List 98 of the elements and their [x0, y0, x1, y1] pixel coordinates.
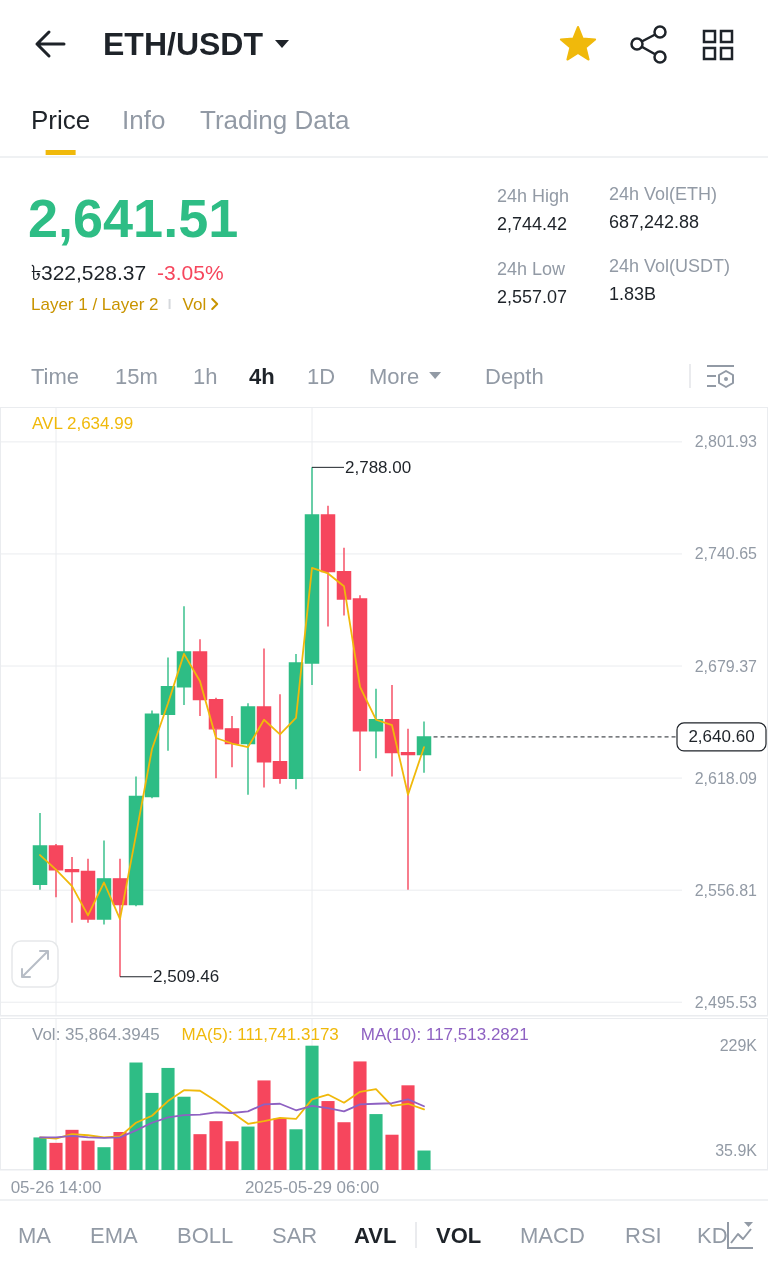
bar — [33, 1137, 47, 1170]
bar — [385, 1134, 399, 1170]
text: ৳322,528.37 — [31, 260, 147, 284]
text: Vol — [182, 294, 207, 314]
bar — [145, 1092, 159, 1170]
text: MA — [18, 1222, 52, 1248]
text: 687,242.88 — [609, 212, 700, 232]
text: BOLL — [177, 1222, 234, 1248]
bar — [321, 1101, 335, 1170]
text: 4h — [249, 363, 275, 389]
annotation: 2,509.46 — [153, 967, 220, 987]
bar — [225, 1141, 239, 1170]
y-tick-label: 2,618.09 — [694, 769, 758, 787]
bar — [353, 1061, 367, 1170]
text: EMA — [90, 1222, 138, 1248]
y-tick-label: 35.9K — [715, 1142, 758, 1160]
bar — [209, 1121, 223, 1170]
text: 1h — [193, 363, 218, 389]
y-tick-label: 2,556.81 — [694, 881, 758, 899]
y-tick-label: 2,495.53 — [694, 993, 758, 1011]
x-tick-label: 05-26 14:00 — [10, 1177, 102, 1197]
text: Price — [31, 105, 91, 135]
text: SAR — [272, 1222, 318, 1248]
text: MACD — [520, 1222, 585, 1248]
text: 1.83B — [609, 284, 657, 304]
bar — [193, 1134, 207, 1170]
text: Info — [122, 105, 166, 135]
candlestick — [64, 856, 80, 924]
candlestick — [224, 715, 240, 768]
candlestick — [272, 693, 288, 785]
candlestick — [80, 858, 96, 924]
candlestick — [336, 547, 352, 617]
candlestick — [416, 720, 432, 774]
x-tick-label: 2025-05-29 06:00 — [244, 1177, 380, 1197]
text: More — [369, 363, 420, 389]
candlestick — [352, 594, 368, 772]
text: 1D — [307, 363, 336, 389]
text: 2,744.42 — [497, 214, 568, 234]
bar — [289, 1129, 303, 1170]
bar — [241, 1126, 255, 1170]
text: Trading Data — [200, 105, 350, 135]
y-tick-label: 229K — [719, 1037, 758, 1055]
text: MA(10): 117,513.2821 — [360, 1024, 529, 1044]
candlestick — [32, 812, 48, 891]
text: RSI — [625, 1222, 662, 1248]
text: 24h Low — [497, 259, 567, 279]
candlestick — [192, 638, 208, 717]
annotation: Vol: 35,864.3945 — [32, 1024, 160, 1044]
bar — [417, 1150, 431, 1170]
bar — [401, 1085, 415, 1170]
candlestick — [208, 697, 224, 779]
text: 24h High — [497, 186, 570, 206]
bar — [337, 1122, 351, 1170]
bar — [97, 1147, 111, 1170]
y-tick-label: 2,740.65 — [694, 545, 758, 563]
candlestick — [240, 702, 256, 796]
text: ETH/USDT — [103, 26, 264, 62]
y-tick-label: 2,679.37 — [694, 657, 758, 675]
text: 2,557.07 — [497, 287, 568, 307]
text: MA(5): 111,741.3173 — [181, 1024, 339, 1044]
ref-line-label: 2,640.60 — [688, 727, 755, 747]
bar — [257, 1080, 271, 1170]
text: 24h Vol(ETH) — [609, 184, 718, 204]
candlestick — [160, 656, 176, 752]
text: VOL — [436, 1222, 482, 1248]
bar — [113, 1132, 127, 1170]
candlestick — [128, 775, 144, 907]
bar — [177, 1096, 191, 1170]
text: KD — [697, 1222, 728, 1248]
text: 2,641.51 — [28, 188, 239, 248]
candlestick — [48, 843, 64, 898]
bar — [369, 1114, 383, 1170]
bar — [65, 1129, 79, 1170]
text: 15m — [115, 363, 158, 389]
candlestick — [96, 839, 112, 926]
text: Depth — [485, 363, 544, 389]
candlestick — [320, 505, 336, 628]
candlestick — [368, 687, 384, 759]
bar — [305, 1045, 319, 1170]
text: AVL 2,634.99 — [32, 413, 134, 433]
candlestick — [112, 858, 128, 978]
line-series — [39, 567, 425, 920]
text: AVL — [354, 1222, 397, 1248]
bar — [49, 1142, 63, 1170]
text: -3.05% — [157, 260, 224, 284]
text: Layer 1 / Layer 2 — [31, 294, 159, 314]
candlestick — [400, 728, 416, 891]
text: 24h Vol(USDT) — [609, 256, 731, 276]
bar — [273, 1118, 287, 1170]
text: Time — [31, 363, 80, 389]
annotation: 2,788.00 — [345, 457, 412, 477]
line-series — [39, 1098, 425, 1139]
bar — [81, 1140, 95, 1170]
y-tick-label: 2,801.93 — [694, 433, 758, 451]
bar — [129, 1062, 143, 1170]
bar — [161, 1067, 175, 1170]
candlestick — [288, 653, 304, 790]
candlestick — [256, 647, 272, 789]
